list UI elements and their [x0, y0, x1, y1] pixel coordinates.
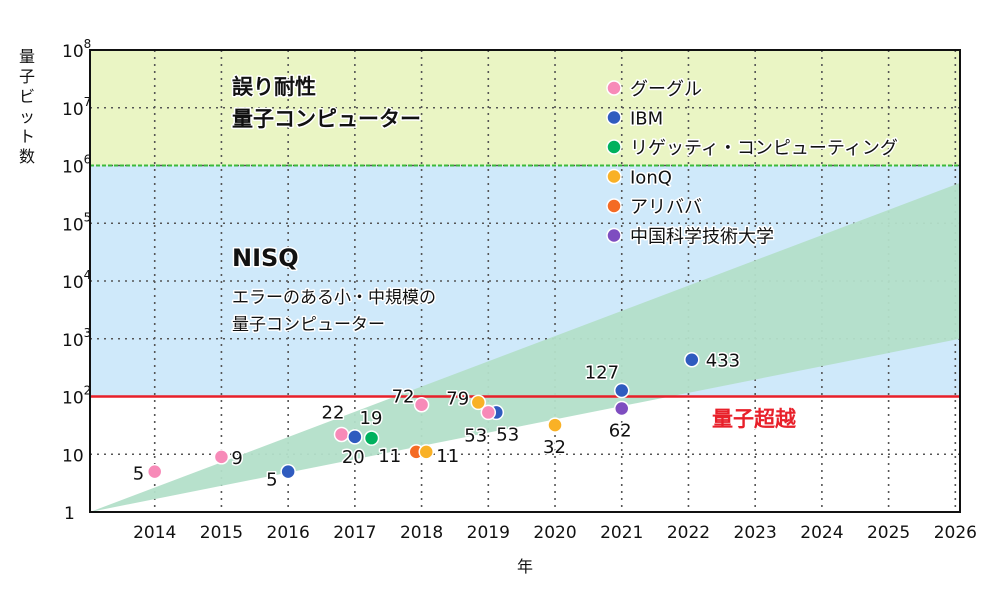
data-point	[413, 396, 430, 413]
quantum-supremacy-label: 量子超越	[712, 407, 797, 431]
data-point	[333, 426, 350, 443]
data-point	[213, 449, 230, 465]
data-label: 11	[436, 446, 459, 467]
data-label: 72	[392, 387, 415, 408]
y-tick-label: 106	[62, 153, 91, 178]
y-tick-label: 107	[62, 95, 91, 120]
y-tick-label: 104	[62, 268, 91, 293]
y-tick-label: 103	[62, 326, 91, 351]
legend-marker	[606, 227, 622, 244]
x-tick-label: 2017	[333, 523, 376, 543]
y-tick-label: 102	[62, 384, 91, 409]
data-label: 53	[464, 425, 487, 446]
nisq-title: NISQ	[232, 244, 299, 272]
legend-label: IBM	[630, 109, 663, 130]
data-label: 127	[585, 363, 619, 384]
y-tick-label: 10	[62, 446, 84, 466]
x-tick-label: 2025	[867, 523, 910, 543]
data-label: 9	[231, 448, 242, 469]
data-point	[613, 382, 630, 399]
data-point	[470, 394, 487, 411]
nisq-subtitle-line-1: エラーのある小・中規模の	[232, 288, 436, 308]
legend-marker	[606, 168, 622, 185]
data-point	[146, 463, 163, 480]
trend-band	[90, 182, 960, 513]
nisq-subtitle-line-2: 量子コンピューター	[232, 315, 385, 335]
x-tick-label: 2019	[467, 523, 510, 543]
x-tick-label: 2016	[267, 523, 310, 543]
legend-label: IonQ	[630, 168, 672, 189]
legend-marker	[606, 109, 622, 126]
x-tick-label: 2014	[133, 523, 176, 543]
data-label: 79	[446, 388, 469, 409]
data-point	[480, 404, 497, 421]
data-point	[547, 417, 563, 433]
data-label: 5	[266, 470, 277, 491]
x-tick-label: 2020	[533, 523, 576, 543]
legend-label: 中国科学技術大学	[630, 227, 774, 248]
data-label: 53	[496, 424, 519, 445]
x-tick-label: 2015	[200, 523, 243, 543]
legend-label: グーグル	[630, 79, 702, 100]
data-point	[347, 429, 363, 445]
legend-label: アリババ	[630, 197, 702, 218]
legend-marker	[606, 198, 622, 214]
data-label: 22	[322, 402, 345, 423]
fault-tolerant-title: 誤り耐性	[232, 75, 316, 99]
legend-label: リゲッティ・コンピューティング	[630, 138, 898, 159]
x-tick-label: 2026	[934, 523, 977, 543]
data-label: 11	[378, 446, 401, 467]
x-tick-label: 2021	[600, 523, 643, 543]
data-label: 433	[706, 351, 740, 372]
data-label: 19	[360, 408, 383, 429]
x-tick-label: 2022	[667, 523, 710, 543]
y-axis-label: 量子ビット数	[19, 47, 35, 166]
data-label: 20	[342, 447, 365, 468]
data-point	[280, 463, 296, 480]
data-label: 32	[543, 437, 566, 458]
y-tick-label: 108	[62, 37, 91, 62]
y-tick-label: 1	[64, 504, 75, 524]
data-point	[418, 444, 435, 460]
fault-tolerant-subtitle: 量子コンピューター	[232, 107, 421, 131]
x-axis-label: 年	[517, 557, 533, 576]
data-point	[363, 430, 380, 446]
x-tick-label: 2018	[400, 523, 443, 543]
legend-marker	[606, 80, 622, 96]
y-tick-label: 105	[62, 210, 91, 235]
data-point	[613, 400, 630, 417]
x-tick-label: 2023	[734, 523, 777, 543]
data-point	[684, 351, 700, 368]
x-tick-label: 2024	[800, 523, 843, 543]
data-label: 5	[133, 464, 144, 485]
legend-marker	[606, 139, 622, 155]
data-label: 62	[609, 420, 632, 441]
plot-frame	[89, 49, 961, 513]
